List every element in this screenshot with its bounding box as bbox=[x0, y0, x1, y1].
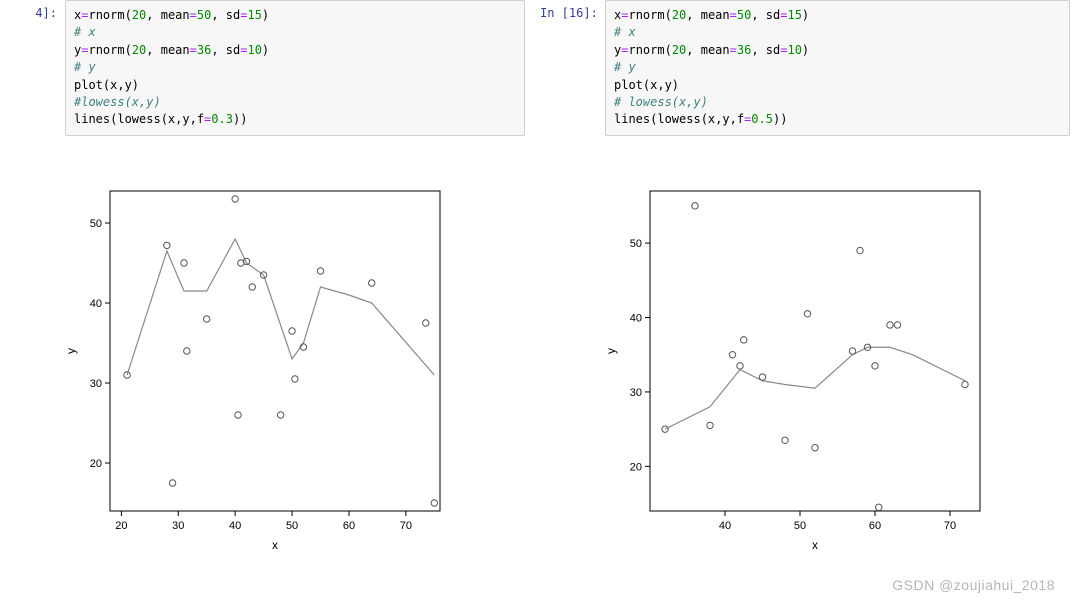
y-tick-label: 50 bbox=[630, 238, 642, 250]
code-line: # y bbox=[74, 59, 516, 76]
y-tick-label: 40 bbox=[630, 312, 642, 324]
plot-output-right: 40 50 60 70 20 30 40 50 x y bbox=[540, 146, 1070, 551]
code-line: y=rnorm(20, mean=36, sd=10) bbox=[74, 42, 516, 59]
data-point bbox=[369, 280, 375, 286]
code-line: plot(x,y) bbox=[74, 77, 516, 94]
code-line: # lowess(x,y) bbox=[614, 94, 1061, 111]
x-tick-label: 40 bbox=[719, 520, 731, 532]
code-cell-right[interactable]: x=rnorm(20, mean=50, sd=15)# xy=rnorm(20… bbox=[605, 0, 1070, 136]
scatter-plot-right: 40 50 60 70 20 30 40 50 x y bbox=[580, 181, 990, 551]
plot-box bbox=[650, 191, 980, 511]
data-point bbox=[887, 321, 893, 327]
code-line: # y bbox=[614, 59, 1061, 76]
x-tick-label: 70 bbox=[944, 520, 956, 532]
data-point bbox=[431, 500, 437, 506]
lowess-line bbox=[665, 347, 965, 429]
data-point bbox=[692, 202, 698, 208]
data-point bbox=[849, 348, 855, 354]
scatter-plot-left: 20 30 40 50 60 70 20 30 40 50 x y bbox=[40, 181, 450, 551]
data-point bbox=[857, 247, 863, 253]
data-point bbox=[164, 242, 170, 248]
y-axis-title: y bbox=[64, 348, 78, 354]
data-point bbox=[962, 381, 968, 387]
plot-box bbox=[110, 191, 440, 511]
x-axis-title: x bbox=[272, 538, 278, 551]
data-point bbox=[876, 504, 882, 510]
data-point bbox=[741, 336, 747, 342]
right-column: In [16]: x=rnorm(20, mean=50, sd=15)# xy… bbox=[540, 0, 1085, 551]
code-cell-left[interactable]: x=rnorm(20, mean=50, sd=15)# xy=rnorm(20… bbox=[65, 0, 525, 136]
y-tick-label: 20 bbox=[630, 461, 642, 473]
plot-output-left: 20 30 40 50 60 70 20 30 40 50 x y bbox=[0, 146, 525, 551]
data-point bbox=[423, 320, 429, 326]
data-point bbox=[804, 310, 810, 316]
data-point bbox=[782, 437, 788, 443]
y-tick-label: 50 bbox=[90, 218, 102, 230]
x-tick-label: 30 bbox=[172, 520, 184, 532]
y-tick-label: 30 bbox=[630, 387, 642, 399]
data-point bbox=[737, 362, 743, 368]
data-point bbox=[184, 348, 190, 354]
y-tick-label: 20 bbox=[90, 458, 102, 470]
code-cell-row-left: 4]: x=rnorm(20, mean=50, sd=15)# xy=rnor… bbox=[0, 0, 525, 136]
data-point bbox=[204, 316, 210, 322]
watermark-text: GSDN @zoujiahui_2018 bbox=[892, 577, 1055, 593]
x-tick-label: 70 bbox=[400, 520, 412, 532]
code-line: lines(lowess(x,y,f=0.3)) bbox=[74, 111, 516, 128]
x-tick-label: 50 bbox=[286, 520, 298, 532]
data-point bbox=[894, 321, 900, 327]
data-point bbox=[759, 374, 765, 380]
code-line: lines(lowess(x,y,f=0.5)) bbox=[614, 111, 1061, 128]
left-column: 4]: x=rnorm(20, mean=50, sd=15)# xy=rnor… bbox=[0, 0, 540, 551]
x-tick-label: 20 bbox=[115, 520, 127, 532]
data-point bbox=[249, 284, 255, 290]
code-line: x=rnorm(20, mean=50, sd=15) bbox=[614, 7, 1061, 24]
data-point bbox=[289, 328, 295, 334]
y-tick-label: 40 bbox=[90, 298, 102, 310]
code-cell-row-right: In [16]: x=rnorm(20, mean=50, sd=15)# xy… bbox=[540, 0, 1070, 136]
x-axis-title: x bbox=[812, 538, 818, 551]
y-tick-label: 30 bbox=[90, 378, 102, 390]
data-point bbox=[169, 480, 175, 486]
code-line: # x bbox=[74, 24, 516, 41]
data-point bbox=[317, 268, 323, 274]
cell-prompt-right: In [16]: bbox=[540, 0, 605, 20]
data-point bbox=[235, 412, 241, 418]
code-line: x=rnorm(20, mean=50, sd=15) bbox=[74, 7, 516, 24]
data-point bbox=[707, 422, 713, 428]
x-tick-label: 50 bbox=[794, 520, 806, 532]
data-point bbox=[232, 196, 238, 202]
lowess-line bbox=[127, 239, 434, 375]
data-point bbox=[181, 260, 187, 266]
code-line: plot(x,y) bbox=[614, 77, 1061, 94]
data-point bbox=[812, 444, 818, 450]
y-axis-title: y bbox=[604, 348, 618, 354]
data-point bbox=[872, 362, 878, 368]
code-line: #lowess(x,y) bbox=[74, 94, 516, 111]
x-tick-label: 40 bbox=[229, 520, 241, 532]
data-point bbox=[729, 351, 735, 357]
data-point bbox=[277, 412, 283, 418]
x-tick-label: 60 bbox=[869, 520, 881, 532]
x-tick-label: 60 bbox=[343, 520, 355, 532]
code-line: # x bbox=[614, 24, 1061, 41]
cell-prompt-left: 4]: bbox=[0, 0, 65, 20]
code-line: y=rnorm(20, mean=36, sd=10) bbox=[614, 42, 1061, 59]
data-point bbox=[292, 376, 298, 382]
